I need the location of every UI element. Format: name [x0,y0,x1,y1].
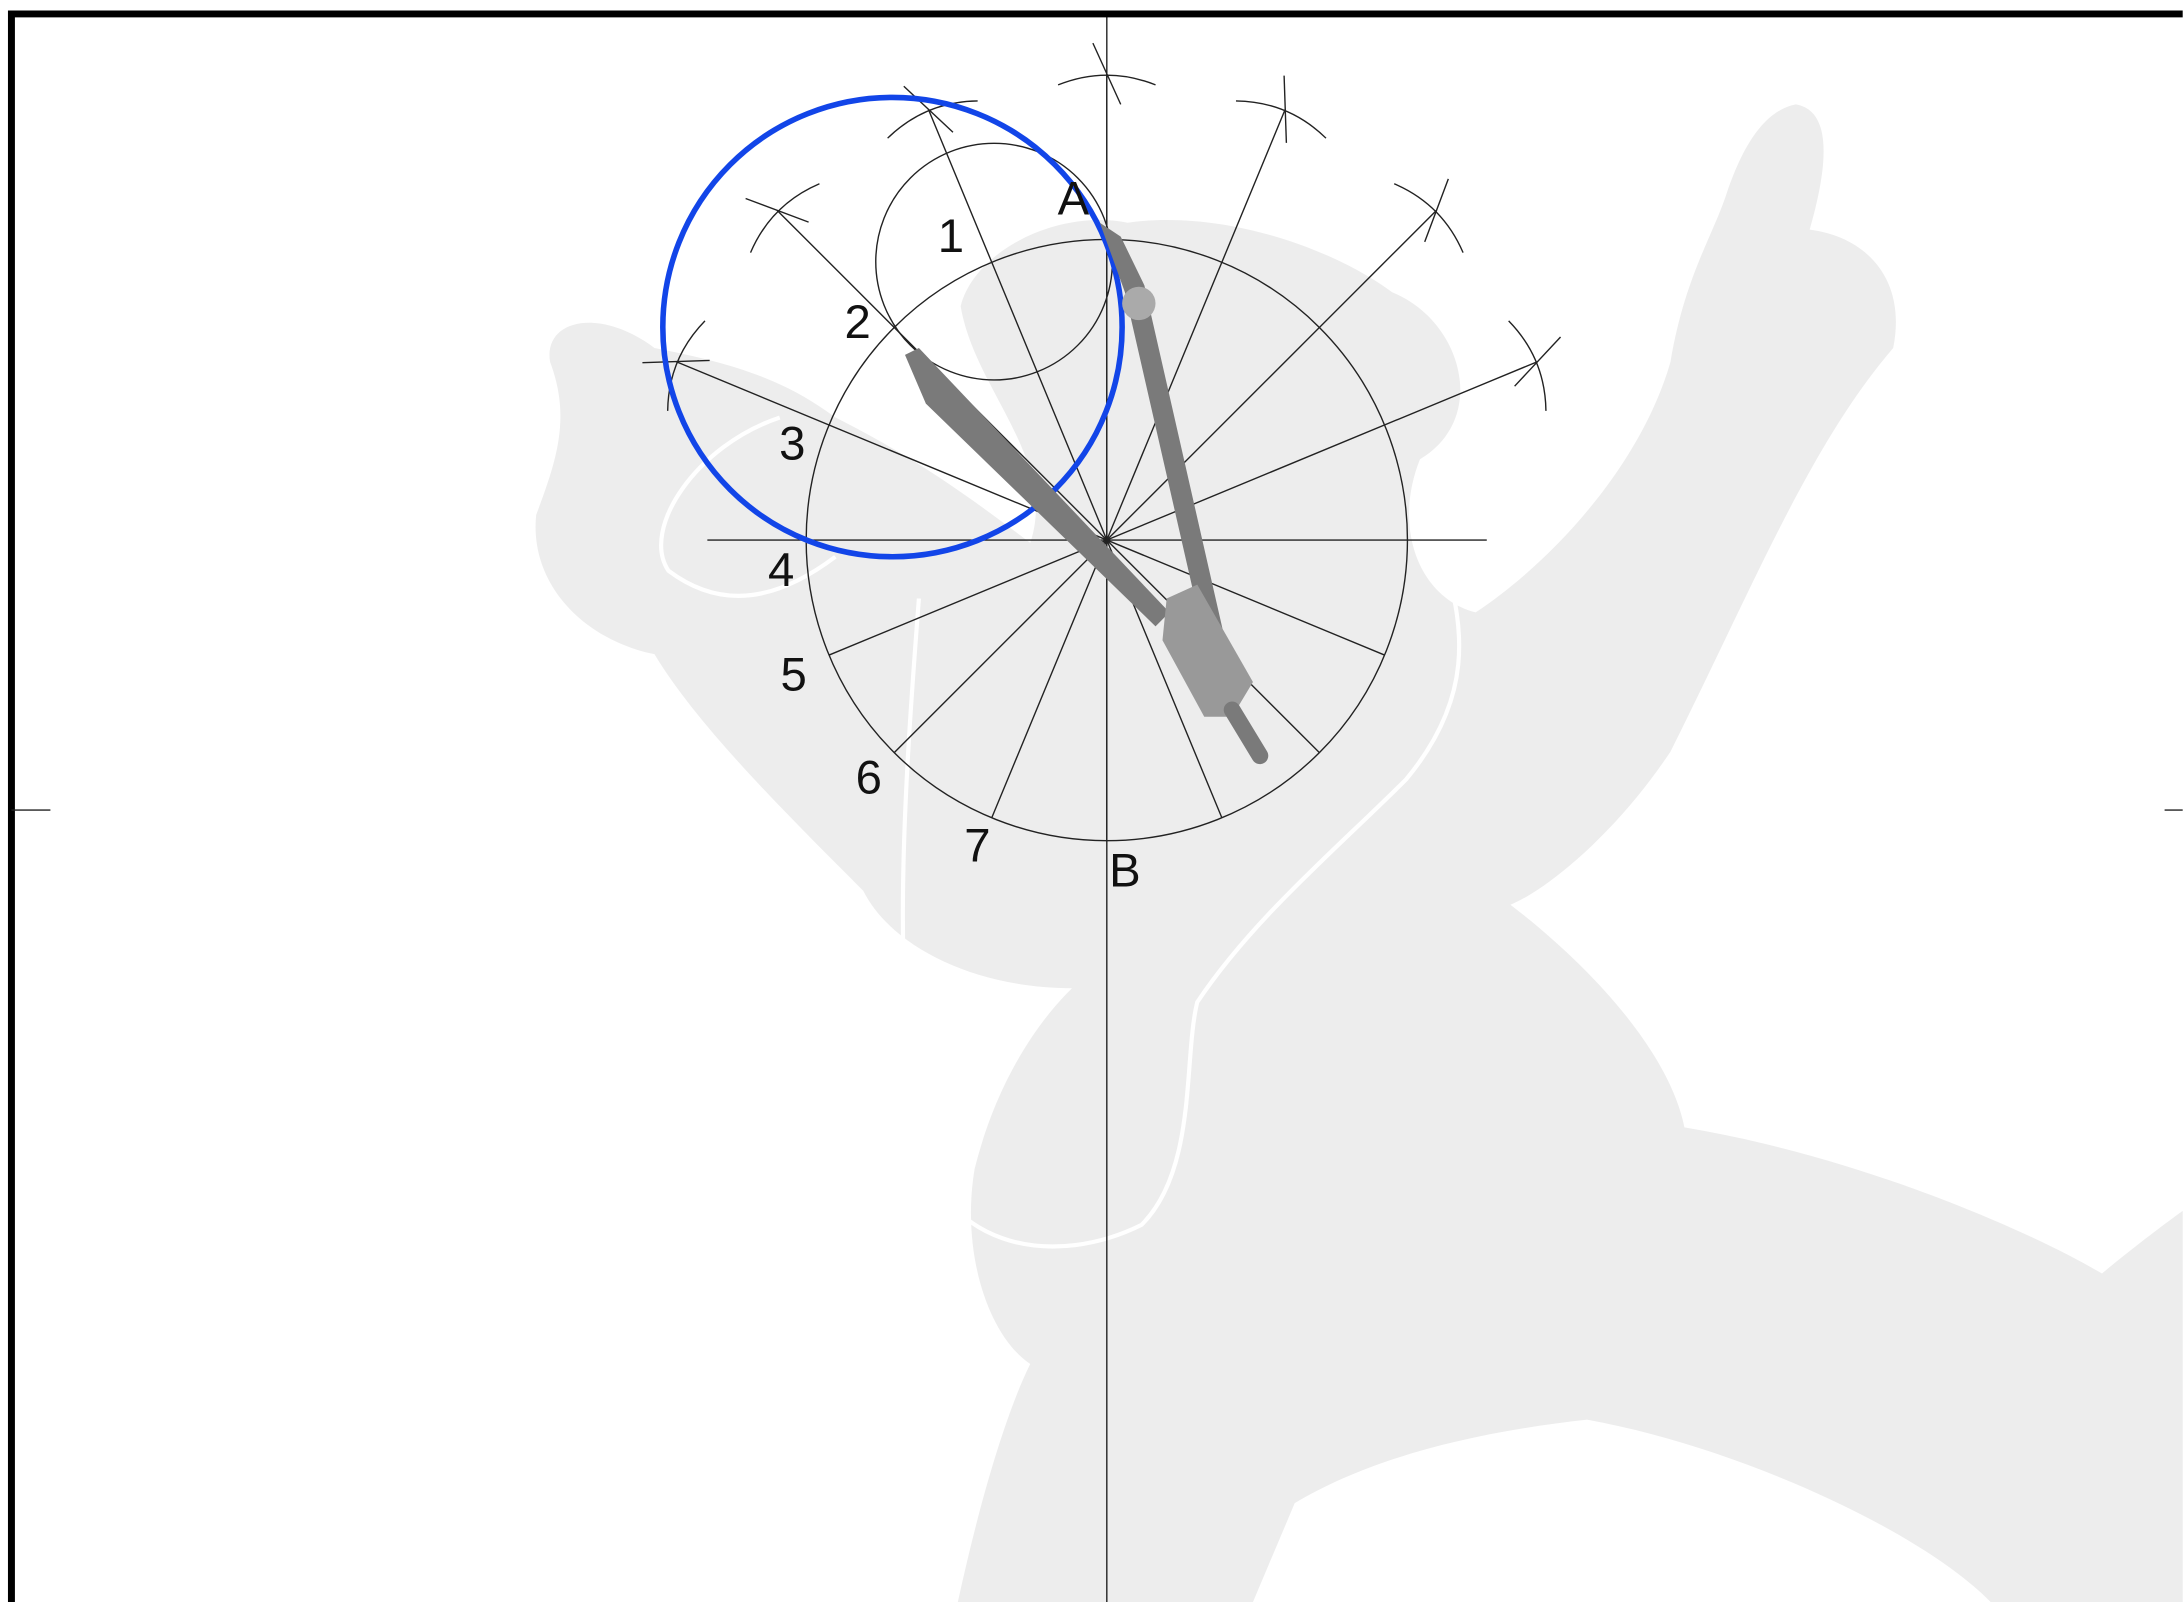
compass-grip [1162,584,1253,717]
division-label: 6 [856,751,882,804]
compass-hinge [1122,286,1156,321]
arc-cross [1092,42,1122,105]
compass-leg-left [904,347,1170,627]
arc-cross [1424,178,1449,243]
arc-cross [903,85,954,133]
division-label: 2 [845,296,871,349]
division-label: 3 [779,417,805,470]
arc-cross [1283,75,1288,143]
division-ray [991,108,1286,819]
arc-cross [745,197,809,223]
compass-leg-right [1099,222,1226,646]
background-silhouette [535,104,2183,1602]
geometry [642,16,1562,1602]
division-label: 1 [938,210,964,263]
compass-pencil [1223,701,1269,765]
arc-cross [642,359,710,364]
frame [7,10,2183,1602]
point-label: B [1109,845,1141,898]
division-ray [893,209,1438,754]
division-label: 5 [780,648,806,701]
silhouette-outline [659,415,1462,1249]
arc-cross [1514,336,1562,387]
labels: A B 1 2 3 4 56 7 [768,172,1141,897]
highlight-circle [660,94,1125,560]
point-label: A [1058,172,1090,225]
compass [904,222,1269,765]
division-label: 7 [964,820,990,873]
division-label: 4 [768,544,794,597]
